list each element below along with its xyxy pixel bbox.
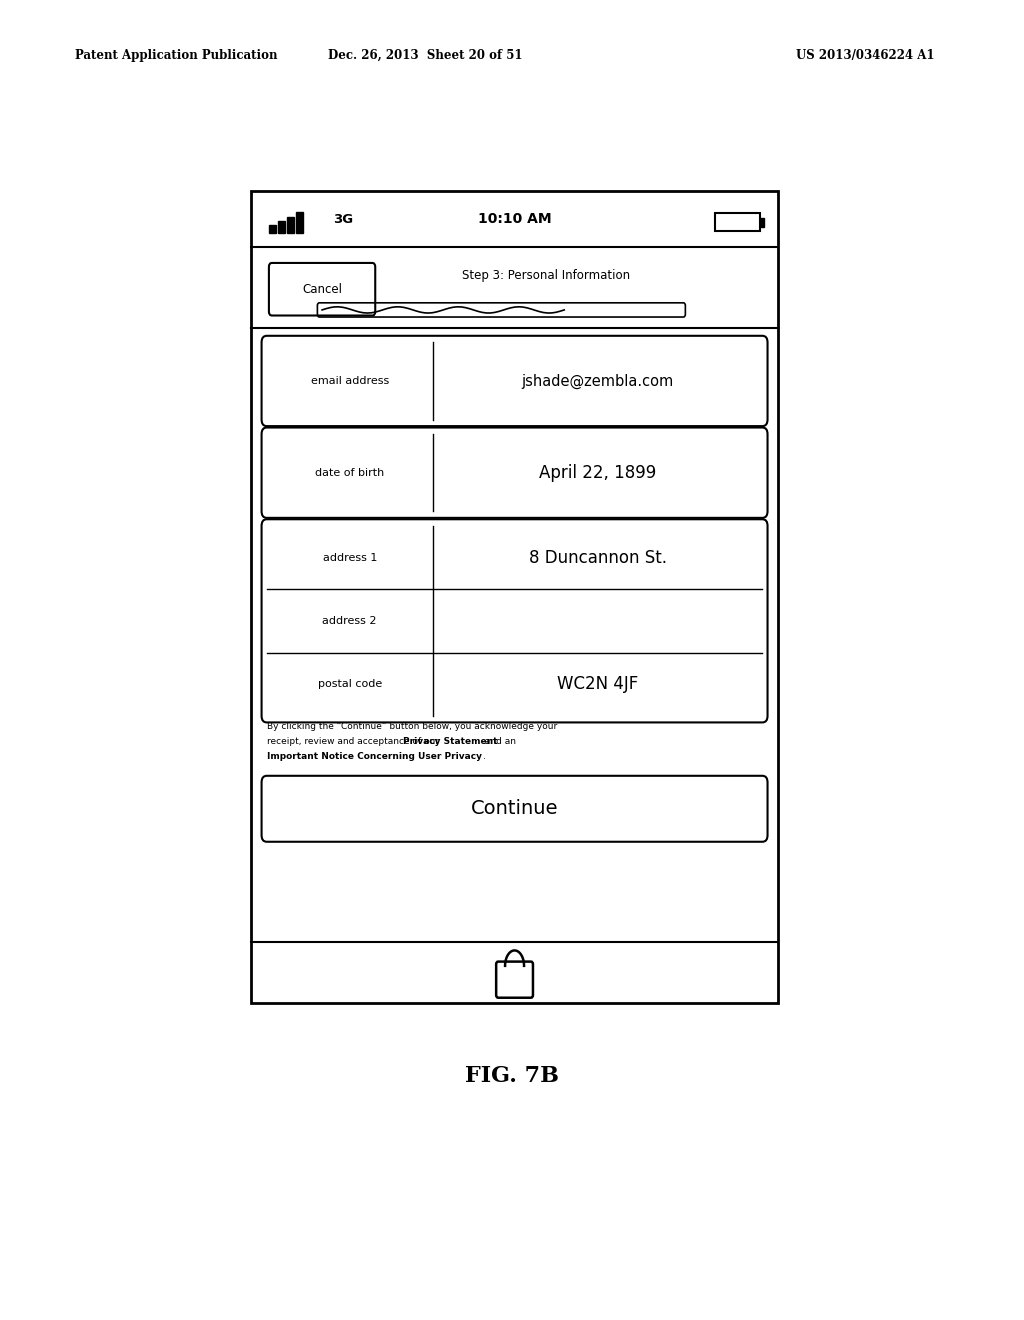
Bar <box>760 218 764 227</box>
Text: US 2013/0346224 A1: US 2013/0346224 A1 <box>796 49 935 62</box>
Text: Dec. 26, 2013  Sheet 20 of 51: Dec. 26, 2013 Sheet 20 of 51 <box>328 49 522 62</box>
Text: jshade@zembla.com: jshade@zembla.com <box>521 374 674 388</box>
Bar <box>269 224 275 232</box>
Text: Important Notice Concerning User Privacy: Important Notice Concerning User Privacy <box>266 751 481 760</box>
Text: receipt, review and acceptance of our: receipt, review and acceptance of our <box>266 737 441 746</box>
Bar <box>288 216 294 232</box>
Bar <box>279 220 285 232</box>
Text: address 1: address 1 <box>323 553 377 562</box>
Text: 8 Duncannon St.: 8 Duncannon St. <box>528 549 667 566</box>
Text: WC2N 4JF: WC2N 4JF <box>557 675 638 693</box>
FancyBboxPatch shape <box>251 191 778 1003</box>
FancyBboxPatch shape <box>261 335 768 426</box>
Text: April 22, 1899: April 22, 1899 <box>539 463 656 482</box>
Text: postal code: postal code <box>317 680 382 689</box>
Text: Continue: Continue <box>471 800 558 818</box>
FancyBboxPatch shape <box>261 519 768 722</box>
Text: 3G: 3G <box>333 213 352 226</box>
FancyBboxPatch shape <box>261 776 768 842</box>
Text: date of birth: date of birth <box>315 467 384 478</box>
FancyBboxPatch shape <box>497 961 532 998</box>
Text: 10:10 AM: 10:10 AM <box>478 213 551 226</box>
Text: and an: and an <box>482 737 516 746</box>
FancyBboxPatch shape <box>261 428 768 517</box>
FancyBboxPatch shape <box>269 263 375 315</box>
Text: By clicking the “Continue” button below, you acknowledge your: By clicking the “Continue” button below,… <box>266 722 557 731</box>
Text: .: . <box>483 751 485 760</box>
Text: address 2: address 2 <box>323 616 377 626</box>
Text: email address: email address <box>310 376 389 385</box>
Bar <box>296 211 302 232</box>
Text: Patent Application Publication: Patent Application Publication <box>75 49 278 62</box>
Text: Privacy Statement: Privacy Statement <box>402 737 498 746</box>
Text: Cancel: Cancel <box>302 282 342 296</box>
Text: FIG. 7B: FIG. 7B <box>465 1065 559 1086</box>
Bar <box>715 214 760 231</box>
Text: Step 3: Personal Information: Step 3: Personal Information <box>462 268 630 281</box>
